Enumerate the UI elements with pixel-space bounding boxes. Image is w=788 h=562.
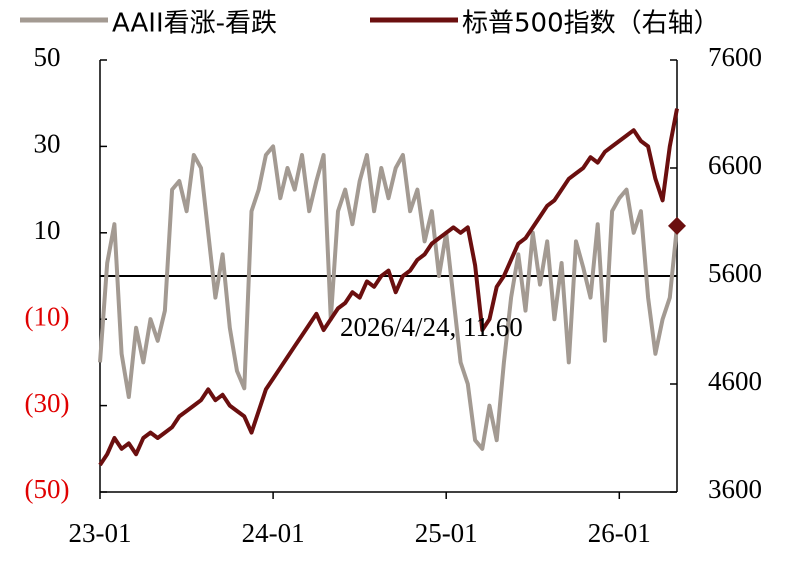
x-tick-label: 26-01 bbox=[588, 518, 651, 548]
annotation: 2026/4/24, 11.60 bbox=[340, 312, 523, 342]
y2-tick-label: 4600 bbox=[708, 366, 762, 396]
y2-tick-label: 3600 bbox=[708, 474, 762, 504]
y2-tick-label: 6600 bbox=[708, 150, 762, 180]
y-tick-label: 30 bbox=[34, 129, 61, 159]
legend-label: AAII看涨-看跌 bbox=[112, 9, 277, 39]
series-line bbox=[98, 144, 679, 451]
x-tick-label: 23-01 bbox=[69, 518, 132, 548]
legend-label: 标普500指数（右轴） bbox=[462, 9, 720, 39]
y-tick-label: 50 bbox=[34, 42, 61, 72]
y2-tick-label: 7600 bbox=[708, 42, 762, 72]
y-tick-label: (30) bbox=[25, 388, 70, 418]
series-line bbox=[98, 108, 679, 467]
y-tick-label: (50) bbox=[25, 474, 70, 504]
y-tick-label: (10) bbox=[25, 301, 70, 331]
last-point-marker bbox=[668, 216, 686, 235]
y-tick-label: 10 bbox=[34, 215, 61, 245]
x-tick-label: 25-01 bbox=[415, 518, 478, 548]
x-tick-label: 24-01 bbox=[242, 518, 305, 548]
y2-tick-label: 5600 bbox=[708, 258, 762, 288]
